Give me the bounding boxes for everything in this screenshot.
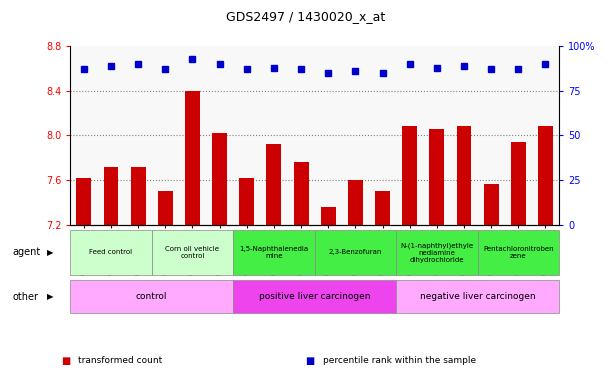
Text: positive liver carcinogen: positive liver carcinogen xyxy=(259,292,370,301)
FancyBboxPatch shape xyxy=(233,280,396,313)
Bar xyxy=(212,133,227,225)
Text: negative liver carcinogen: negative liver carcinogen xyxy=(420,292,535,301)
Bar xyxy=(294,162,309,225)
Text: ▶: ▶ xyxy=(47,292,54,301)
Bar xyxy=(131,167,145,225)
Text: percentile rank within the sample: percentile rank within the sample xyxy=(323,356,476,366)
Text: other: other xyxy=(12,291,38,302)
Text: ■: ■ xyxy=(306,356,315,366)
Bar xyxy=(511,142,526,225)
FancyBboxPatch shape xyxy=(233,230,315,275)
FancyBboxPatch shape xyxy=(315,230,396,275)
Bar xyxy=(348,180,363,225)
Text: Feed control: Feed control xyxy=(89,250,133,255)
Text: Corn oil vehicle
control: Corn oil vehicle control xyxy=(166,246,219,259)
FancyBboxPatch shape xyxy=(478,230,559,275)
Text: Pentachloronitroben
zene: Pentachloronitroben zene xyxy=(483,246,554,259)
FancyBboxPatch shape xyxy=(396,280,559,313)
Text: ▶: ▶ xyxy=(47,248,54,257)
FancyBboxPatch shape xyxy=(396,230,478,275)
Text: GDS2497 / 1430020_x_at: GDS2497 / 1430020_x_at xyxy=(226,10,385,23)
Bar xyxy=(266,144,282,225)
Bar xyxy=(402,126,417,225)
Text: ■: ■ xyxy=(61,356,70,366)
FancyBboxPatch shape xyxy=(152,230,233,275)
FancyBboxPatch shape xyxy=(70,230,152,275)
Bar xyxy=(484,184,499,225)
Text: transformed count: transformed count xyxy=(78,356,163,366)
Bar xyxy=(240,178,254,225)
Bar xyxy=(375,191,390,225)
Bar xyxy=(321,207,335,225)
Text: agent: agent xyxy=(12,247,40,258)
Bar xyxy=(456,126,472,225)
Text: control: control xyxy=(136,292,167,301)
Bar xyxy=(185,91,200,225)
FancyBboxPatch shape xyxy=(70,280,233,313)
Text: 1,5-Naphthalenedia
mine: 1,5-Naphthalenedia mine xyxy=(240,246,309,259)
Bar xyxy=(103,167,119,225)
Text: N-(1-naphthyl)ethyle
nediamine
dihydrochloride: N-(1-naphthyl)ethyle nediamine dihydroch… xyxy=(400,242,474,263)
Text: 2,3-Benzofuran: 2,3-Benzofuran xyxy=(329,250,382,255)
Bar xyxy=(158,191,173,225)
Bar xyxy=(76,178,91,225)
Bar xyxy=(430,129,444,225)
Bar xyxy=(538,126,553,225)
